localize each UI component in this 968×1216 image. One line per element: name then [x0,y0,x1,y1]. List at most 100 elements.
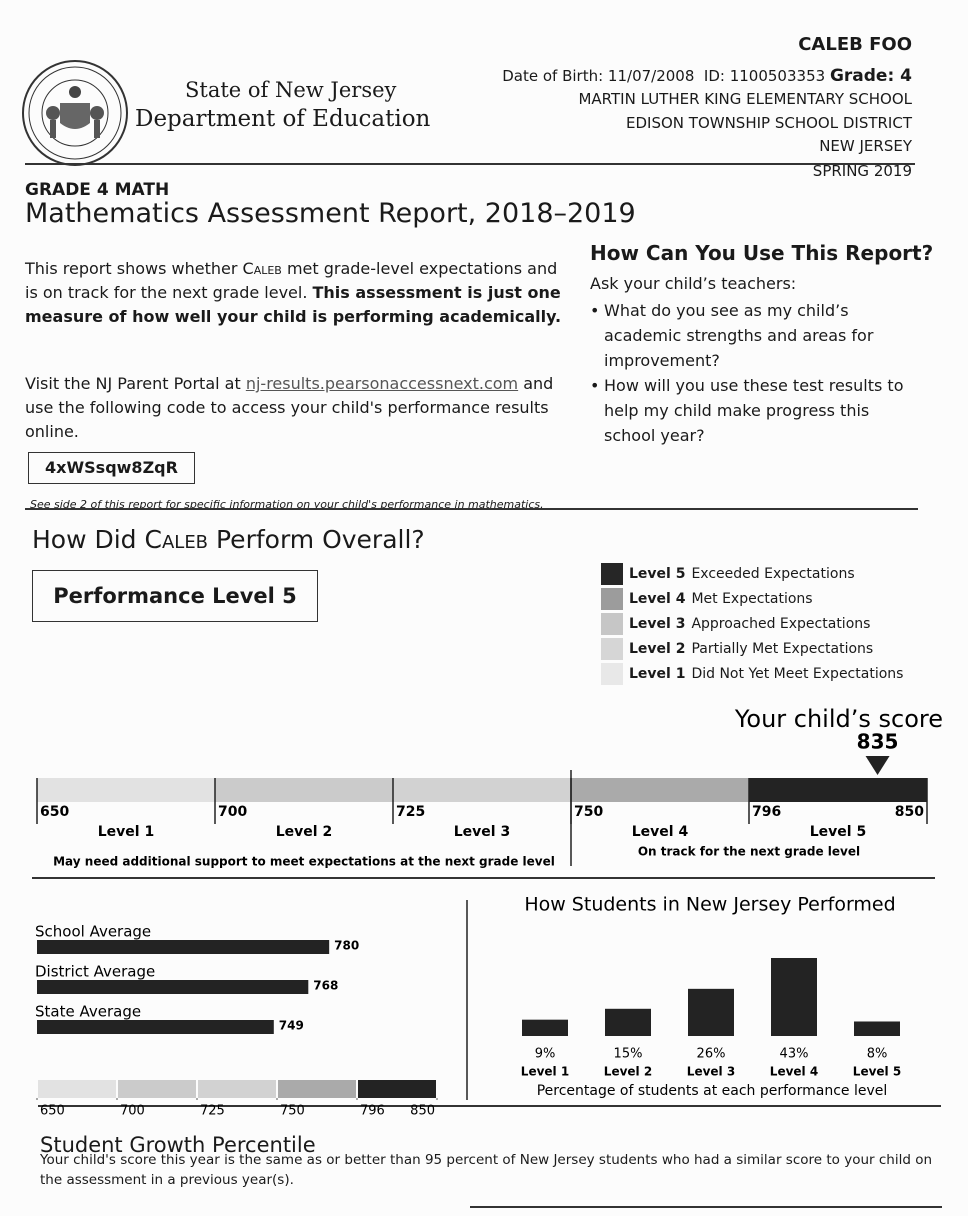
score-title: Your child’s score [734,705,943,733]
state-seal [22,60,128,166]
student-name: CALEB FOO [798,34,912,55]
scale-note: May need additional support to meet expe… [53,855,555,869]
value-label: 8% [867,1047,888,1062]
legend-swatch [601,588,623,610]
bar [522,1019,568,1036]
tick-label: 796 [360,1104,385,1119]
intro-text: This report shows whether [25,259,238,278]
growth-title: Student Growth Percentile [40,1133,316,1157]
chart-title: How Students in New Jersey Performed [524,894,895,916]
scale-segment [278,1080,356,1098]
state: NEW JERSEY [819,137,912,155]
bar [771,958,817,1036]
level-segment [215,778,393,802]
tick-label: 850 [895,804,924,820]
access-code: 4xWSsqw8ZqR [28,452,195,484]
overall-text: How Did [32,525,137,554]
level-label: Level 5 [810,824,866,840]
legend-row: Level 5 Exceeded Expectations [601,563,855,585]
question: What do you see as my child’s academic s… [590,298,910,373]
bar [37,1020,274,1034]
legend-row: Level 4 Met Expectations [601,588,813,610]
rule [38,1105,941,1107]
district: EDISON TOWNSHIP SCHOOL DISTRICT [626,114,912,132]
tick-label: 725 [200,1104,225,1119]
bar [854,1021,900,1036]
legend-level: Level 2 [629,641,686,657]
legend-swatch [601,663,623,685]
scale-segment [198,1080,276,1098]
category-label: Level 5 [853,1065,901,1079]
intro-bold: This assessment is just one measure of h… [25,283,562,326]
tick-label: 750 [574,804,603,820]
grade: Grade: 4 [829,66,912,86]
bar [688,988,734,1036]
value-label: 43% [780,1047,809,1062]
portal-link[interactable]: nj-results.pearsonaccessnext.com [245,374,519,393]
school: MARTIN LUTHER KING ELEMENTARY SCHOOL [578,90,912,108]
tick-label: 725 [396,804,425,820]
intro: This report shows whether Caleb met grad… [25,257,570,329]
level-label: Level 1 [98,824,154,840]
legend-level: Level 1 [629,666,686,682]
legend-level: Level 4 [629,591,686,607]
legend-level: Level 5 [629,566,686,582]
rule [25,163,915,165]
level-segment [37,778,215,802]
tick-label: 796 [752,804,781,820]
value-label: 9% [535,1047,556,1062]
level-segment [571,778,749,802]
legend-level: Level 3 [629,616,686,632]
question-list: What do you see as my child’s academic s… [590,298,910,448]
rule [470,1206,942,1208]
value-label: 780 [334,939,359,953]
legend-label: Approached Expectations [691,616,871,632]
rule [32,877,935,879]
bar [37,940,330,954]
legend-label: Exceeded Expectations [691,566,855,582]
score-value: 835 [857,730,899,754]
department-name: Department of Education [135,106,431,132]
rule [25,508,918,510]
score-marker [865,756,890,775]
legend-swatch [601,613,623,635]
scale-segment [118,1080,196,1098]
overall-title: How Did Caleb Perform Overall? [32,525,425,554]
scale-segment [38,1080,116,1098]
legend-row: Level 1 Did Not Yet Meet Expectations [601,663,903,685]
report-title: Mathematics Assessment Report, 2018–2019 [25,198,636,229]
dob-id: Date of Birth: 11/07/2008 ID: 1100503353 [502,67,826,85]
level-segment [393,778,571,802]
x-axis-label: Percentage of students at each performan… [537,1083,888,1099]
category-label: School Average [35,923,151,941]
level-label: Level 2 [276,824,332,840]
intro-text: met grade-level expectations and is on t… [25,259,558,302]
value-label: 749 [279,1019,304,1033]
legend-label: Did Not Yet Meet Expectations [691,666,904,682]
legend-label: Partially Met Expectations [691,641,874,657]
legend-row: Level 3 Approached Expectations [601,613,870,635]
legend-swatch [601,638,623,660]
category-label: Level 2 [604,1065,652,1079]
legend-swatch [601,563,623,585]
portal-text: Visit the NJ Parent Portal at [25,374,241,393]
overall-text: Perform Overall? [216,525,425,554]
level-segment [749,778,927,802]
value-label: 768 [313,979,338,993]
tick-label: 700 [218,804,247,820]
growth-text: Your child's score this year is the same… [40,1152,933,1188]
question: How will you use these test results to h… [590,373,910,448]
tick-label: 700 [120,1104,145,1119]
bar [37,980,309,994]
portal: Visit the NJ Parent Portal at nj-results… [25,372,570,444]
scale-segment [358,1080,436,1098]
tick-label: 750 [280,1104,305,1119]
first-name: Caleb [242,259,282,278]
student-info: Date of Birth: 11/07/2008 ID: 1100503353… [502,66,912,86]
portal-text: and use the following code to access you… [25,374,554,441]
tick-label: 850 [410,1104,435,1119]
performance-level: Performance Level 5 [32,570,318,622]
subject: GRADE 4 MATH [25,180,170,200]
category-label: Level 4 [770,1065,818,1079]
value-label: 26% [697,1047,726,1062]
